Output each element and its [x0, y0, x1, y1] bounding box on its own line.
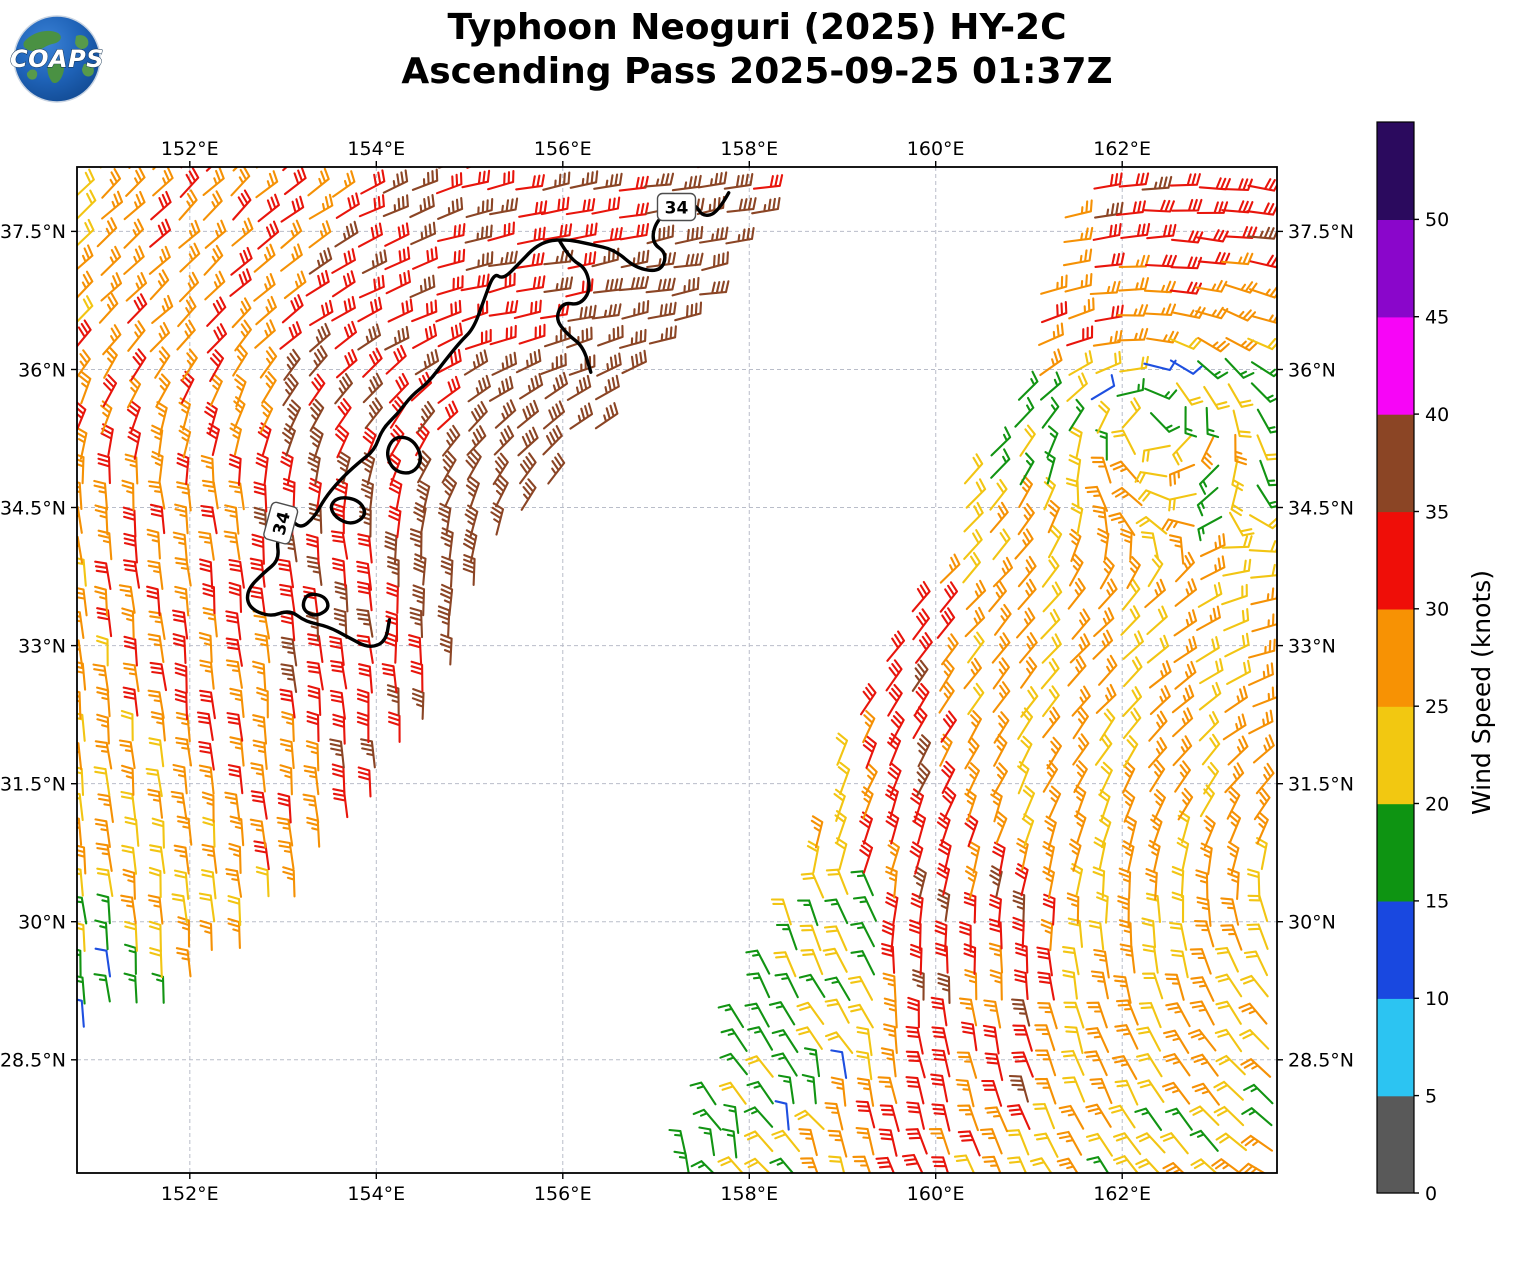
lat-tick-label-right: 28.5°N — [1288, 1050, 1354, 1072]
lat-tick-label-left: 33°N — [18, 635, 66, 657]
lon-tick-label-top: 152°E — [161, 138, 219, 160]
colorbar-segment — [1377, 608, 1414, 707]
lat-tick-label-right: 37.5°N — [1288, 221, 1354, 243]
colorbar-tick-label: 10 — [1425, 988, 1449, 1010]
lat-tick-label-left: 28.5°N — [0, 1050, 66, 1072]
svg-text:34: 34 — [665, 199, 689, 219]
lon-tick-label-bottom: 158°E — [720, 1183, 778, 1205]
contour-34kt-layer — [245, 191, 731, 649]
colorbar-tick-label: 45 — [1425, 307, 1449, 329]
colorbar-tick-label: 15 — [1425, 891, 1449, 913]
lat-tick-label-left: 30°N — [18, 912, 66, 934]
contour-34kt-line — [245, 191, 731, 649]
colorbar-segment — [1377, 219, 1414, 318]
grid-lines — [77, 167, 1277, 1173]
colorbar-tick-label: 35 — [1425, 501, 1449, 523]
colorbar-tick-label: 50 — [1425, 209, 1449, 231]
colorbar-tick-label: 25 — [1425, 696, 1449, 718]
colorbar-tick-label: 5 — [1425, 1085, 1437, 1107]
contour-34kt-line — [555, 239, 593, 374]
colorbar-segment — [1377, 316, 1414, 415]
colorbar-segment — [1377, 998, 1414, 1097]
colorbar-segment — [1377, 122, 1414, 220]
title-line1: Typhoon Neoguri (2025) HY-2C — [447, 7, 1067, 48]
lat-tick-label-left: 36°N — [18, 359, 66, 381]
colorbar-tick-label: 20 — [1425, 793, 1449, 815]
axis-labels: 152°E 152°E 154°E 154°E 156°E 156°E 158°E 158°E… — [0, 138, 1354, 1205]
lat-tick-label-left: 37.5°N — [0, 221, 66, 243]
figure-title: Typhoon Neoguri (2025) HY-2C Ascending P… — [401, 6, 1112, 94]
lat-tick-label-right: 34.5°N — [1288, 497, 1354, 519]
lon-tick-label-top: 156°E — [534, 138, 592, 160]
contour-34kt-loop — [386, 435, 423, 475]
colorbar-segment — [1377, 900, 1414, 999]
colorbar: 0 5 10 15 20 25 30 35 40 45 50 Wind Speed (knots) — [1376, 121, 1496, 1205]
lon-tick-label-bottom: 160°E — [907, 1183, 965, 1205]
colorbar-segment — [1377, 706, 1414, 805]
colorbar-tick-label: 0 — [1425, 1183, 1437, 1205]
colorbar-segment — [1377, 414, 1414, 513]
colorbar-segment — [1377, 511, 1414, 610]
coaps-logo: COAPS — [10, 12, 104, 106]
lat-tick-label-left: 31.5°N — [0, 774, 66, 796]
lon-tick-label-bottom: 154°E — [347, 1183, 405, 1205]
lon-tick-label-top: 154°E — [347, 138, 405, 160]
lon-tick-label-top: 158°E — [720, 138, 778, 160]
map-border — [76, 166, 1278, 1174]
lon-tick-label-bottom: 152°E — [161, 1183, 219, 1205]
lat-tick-label-right: 31.5°N — [1288, 774, 1354, 796]
contour-label: 34 — [656, 192, 697, 222]
contour-34kt-loop — [329, 496, 367, 525]
colorbar-tick-label: 30 — [1425, 599, 1449, 621]
lat-tick-label-right: 36°N — [1288, 359, 1336, 381]
lon-tick-label-top: 162°E — [1093, 138, 1151, 160]
contour-34kt-loop — [301, 592, 330, 617]
colorbar-segment — [1377, 1095, 1414, 1194]
lon-tick-label-bottom: 162°E — [1093, 1183, 1151, 1205]
lon-tick-label-top: 160°E — [907, 138, 965, 160]
coaps-globe-icon: COAPS — [10, 15, 104, 103]
lon-tick-label-bottom: 156°E — [534, 1183, 592, 1205]
contour-label: 34 — [263, 501, 299, 545]
title-line2: Ascending Pass 2025-09-25 01:37Z — [401, 51, 1113, 92]
lat-tick-label-left: 34.5°N — [0, 497, 66, 519]
colorbar-title: Wind Speed (knots) — [1467, 570, 1496, 815]
colorbar-segment — [1377, 803, 1414, 902]
wind-barb-layer — [77, 167, 1277, 1173]
axis-ticks — [71, 161, 1283, 1179]
colorbar-tick-label: 40 — [1425, 404, 1449, 426]
coaps-logo-text: COAPS — [10, 45, 104, 73]
lat-tick-label-right: 30°N — [1288, 912, 1336, 934]
lat-tick-label-right: 33°N — [1288, 635, 1336, 657]
